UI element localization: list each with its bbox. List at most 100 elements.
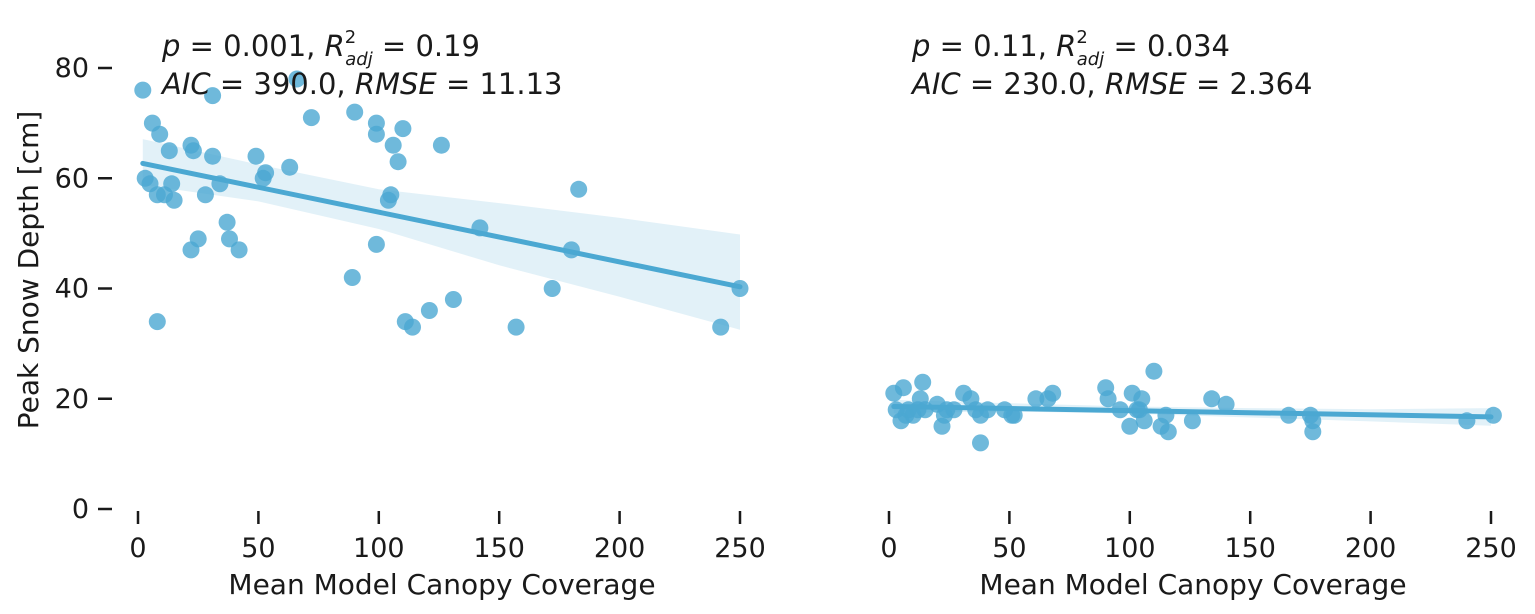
y-tick-label-40: 40 xyxy=(55,274,89,305)
data-point-left-21 xyxy=(230,241,248,259)
x-axis-label-left: Mean Model Canopy Coverage xyxy=(228,568,655,601)
stats-line-2-right: AIC = 230.0, RMSE = 2.364 xyxy=(910,67,1313,101)
data-point-right-36 xyxy=(1135,412,1153,430)
rmse-value: = 11.13 xyxy=(437,67,563,101)
aic-symbol: AIC xyxy=(160,67,211,101)
data-point-right-20 xyxy=(972,434,989,452)
rmse-symbol: RMSE xyxy=(355,67,438,101)
data-point-left-16 xyxy=(204,87,222,105)
data-point-left-19 xyxy=(218,213,236,231)
r-value: = 0.19 xyxy=(373,29,480,63)
x-tick-label-left-100: 100 xyxy=(353,533,405,564)
r-value: = 0.034 xyxy=(1104,29,1230,63)
panel-left: 0 20 40 60 80 Peak Snow Depth [cm] 0 50 100 150… xyxy=(12,27,766,601)
data-point-left-41 xyxy=(432,136,450,154)
data-point-right-35 xyxy=(1133,390,1151,408)
r-subscript: adj xyxy=(345,49,372,70)
data-point-right-47 xyxy=(1304,423,1322,441)
x-axis-label-right: Mean Model Canopy Coverage xyxy=(979,568,1406,601)
stats-annotation-right: p = 0.11, R2 adj = 0.034 AIC = 230.0, RMS… xyxy=(910,27,1313,101)
data-point-left-27 xyxy=(302,109,320,127)
data-point-right-43 xyxy=(1217,395,1235,413)
data-point-left-5 xyxy=(151,125,169,143)
data-point-left-39 xyxy=(404,318,421,336)
data-point-right-27 xyxy=(1044,384,1062,402)
data-point-left-20 xyxy=(221,230,238,248)
data-point-left-35 xyxy=(384,136,402,154)
data-point-left-22 xyxy=(247,147,265,165)
data-point-left-9 xyxy=(165,191,183,209)
data-point-left-40 xyxy=(420,302,438,319)
x-tick-label-left-250: 250 xyxy=(714,533,766,564)
x-tick-label-right-100: 100 xyxy=(1104,533,1156,564)
data-point-left-26 xyxy=(288,70,306,88)
regression-line-right xyxy=(891,404,1494,420)
data-point-right-3 xyxy=(894,379,912,397)
data-point-left-32 xyxy=(367,235,385,253)
y-tick-label-60: 60 xyxy=(55,163,89,194)
stats-annotation-left: p = 0.001, R2 adj = 0.19 AIC = 390.0, RMS… xyxy=(160,27,563,101)
y-tick-label-0: 0 xyxy=(72,494,89,525)
data-point-left-45 xyxy=(543,280,561,297)
data-point-left-25 xyxy=(281,158,299,176)
x-tick-label-right-150: 150 xyxy=(1224,533,1276,564)
data-point-left-12 xyxy=(184,142,202,160)
r-superscript: 2 xyxy=(1076,27,1087,48)
data-point-left-42 xyxy=(444,291,462,308)
data-point-left-24 xyxy=(257,164,275,182)
x-tick-label-right-0: 0 xyxy=(880,533,897,564)
p-value: = 0.001, xyxy=(180,29,324,63)
r-symbol: R xyxy=(325,29,345,63)
x-axis-left: 0 50 100 150 200 250 xyxy=(129,511,766,564)
data-point-right-9 xyxy=(914,373,932,391)
r-symbol: R xyxy=(1056,29,1076,63)
confidence-band-left xyxy=(142,139,741,330)
stats-line-1-left: p = 0.001, R2 adj = 0.19 xyxy=(161,27,480,70)
data-point-left-15 xyxy=(196,186,214,204)
data-point-right-31 xyxy=(1121,417,1139,435)
data-point-left-0 xyxy=(134,81,152,99)
data-point-right-41 xyxy=(1183,412,1201,430)
data-point-left-47 xyxy=(570,180,588,198)
y-tick-label-80: 80 xyxy=(55,53,89,84)
x-axis-right: 0 50 100 150 200 250 xyxy=(880,511,1517,564)
x-tick-label-right-200: 200 xyxy=(1345,533,1397,564)
rmse-value: = 2.364 xyxy=(1187,67,1313,101)
data-point-left-28 xyxy=(346,103,364,121)
data-point-left-31 xyxy=(367,125,385,143)
x-tick-label-left-0: 0 xyxy=(129,533,146,564)
x-tick-label-left-200: 200 xyxy=(594,533,646,564)
r-superscript: 2 xyxy=(345,27,356,48)
x-tick-label-left-150: 150 xyxy=(473,533,525,564)
data-point-left-7 xyxy=(160,142,178,160)
data-point-left-36 xyxy=(389,153,407,171)
p-symbol: p xyxy=(161,29,180,63)
points-left xyxy=(134,70,749,336)
aic-value: = 390.0, xyxy=(211,67,355,101)
data-point-left-44 xyxy=(507,318,525,336)
rmse-symbol: RMSE xyxy=(1105,67,1188,101)
p-value: = 0.11, xyxy=(930,29,1056,63)
x-tick-label-right-50: 50 xyxy=(992,533,1026,564)
data-point-left-34 xyxy=(382,186,400,204)
regression-line-left xyxy=(140,160,743,290)
aic-value: = 230.0, xyxy=(961,67,1105,101)
x-tick-label-left-50: 50 xyxy=(241,533,275,564)
y-axis-label: Peak Snow Depth [cm] xyxy=(12,111,45,430)
data-point-left-29 xyxy=(343,269,361,286)
data-point-right-40 xyxy=(1159,423,1177,441)
data-point-left-17 xyxy=(204,147,222,165)
y-tick-label-20: 20 xyxy=(55,384,89,415)
stats-line-2-left: AIC = 390.0, RMSE = 11.13 xyxy=(160,67,563,101)
data-point-left-8 xyxy=(163,175,181,193)
data-point-right-25 xyxy=(1027,390,1045,408)
data-point-left-14 xyxy=(189,230,207,248)
data-point-right-42 xyxy=(1203,390,1221,408)
x-tick-label-right-250: 250 xyxy=(1465,533,1517,564)
data-point-right-29 xyxy=(1099,390,1117,408)
data-point-left-48 xyxy=(712,318,730,336)
data-point-right-49 xyxy=(1484,406,1502,424)
stats-line-1-right: p = 0.11, R2 adj = 0.034 xyxy=(911,27,1230,70)
data-point-right-37 xyxy=(1145,362,1163,380)
